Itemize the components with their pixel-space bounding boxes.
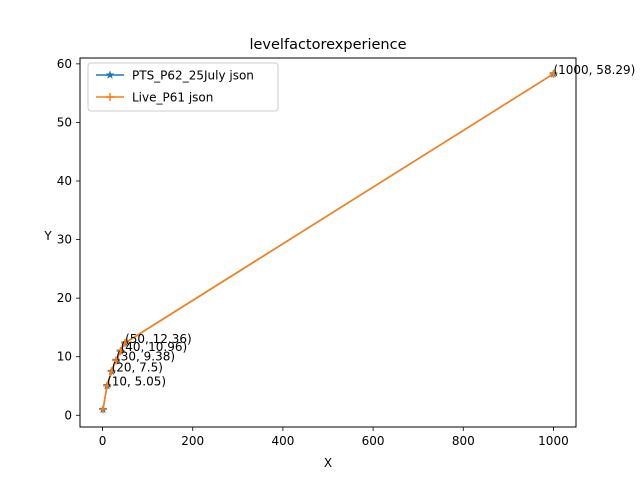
- legend-label-2: Live_P61 json: [132, 91, 213, 105]
- point-annotation: (10, 5.05): [107, 375, 166, 389]
- x-tick-label: 1000: [538, 434, 569, 448]
- series-2-point: [549, 69, 558, 78]
- axes-frame: [79, 57, 577, 428]
- x-tick-label: 800: [452, 434, 475, 448]
- legend-label-1: PTS_P62_25July json: [132, 69, 254, 83]
- x-tick-label: 200: [181, 434, 204, 448]
- point-annotation: (30, 9.38): [116, 349, 175, 363]
- point-annotation: (50, 12.36): [125, 332, 192, 346]
- series-2-point: [107, 367, 116, 376]
- y-tick-label: 10: [57, 350, 72, 364]
- y-tick-label: 40: [57, 174, 72, 188]
- y-tick-label: 30: [57, 233, 72, 247]
- legend-box: [87, 62, 279, 112]
- chart-title: levelfactorexperience: [249, 37, 406, 53]
- series-2-point: [112, 356, 121, 365]
- legend-marker-1: [105, 70, 115, 79]
- y-tick-label: 50: [57, 115, 72, 129]
- point-annotation: (20, 7.5): [112, 360, 163, 374]
- legend: PTS_P62_25July json Live_P61 json: [87, 62, 279, 112]
- point-annotation: (1000, 58.29): [553, 63, 635, 77]
- series-2-point: [116, 347, 125, 356]
- series-2-point: [103, 381, 112, 390]
- legend-marker-2: [106, 93, 114, 101]
- series-2-point: [121, 338, 130, 347]
- point-annotation: (40, 10.96): [121, 340, 188, 354]
- y-tick-label: 60: [57, 57, 72, 71]
- x-tick-label: 400: [271, 434, 294, 448]
- y-tick-label: 0: [64, 408, 72, 422]
- x-axis-label: X: [324, 456, 332, 470]
- x-tick-label: 0: [99, 434, 107, 448]
- plot-area: 0 200 400 600 800 1000 0 10 20 30 40 50 60 (10, 5.05)…: [57, 57, 636, 448]
- series-2-point: [98, 405, 107, 414]
- y-tick-label: 20: [57, 291, 72, 305]
- x-tick-label: 600: [362, 434, 385, 448]
- y-axis-label: Y: [43, 229, 52, 243]
